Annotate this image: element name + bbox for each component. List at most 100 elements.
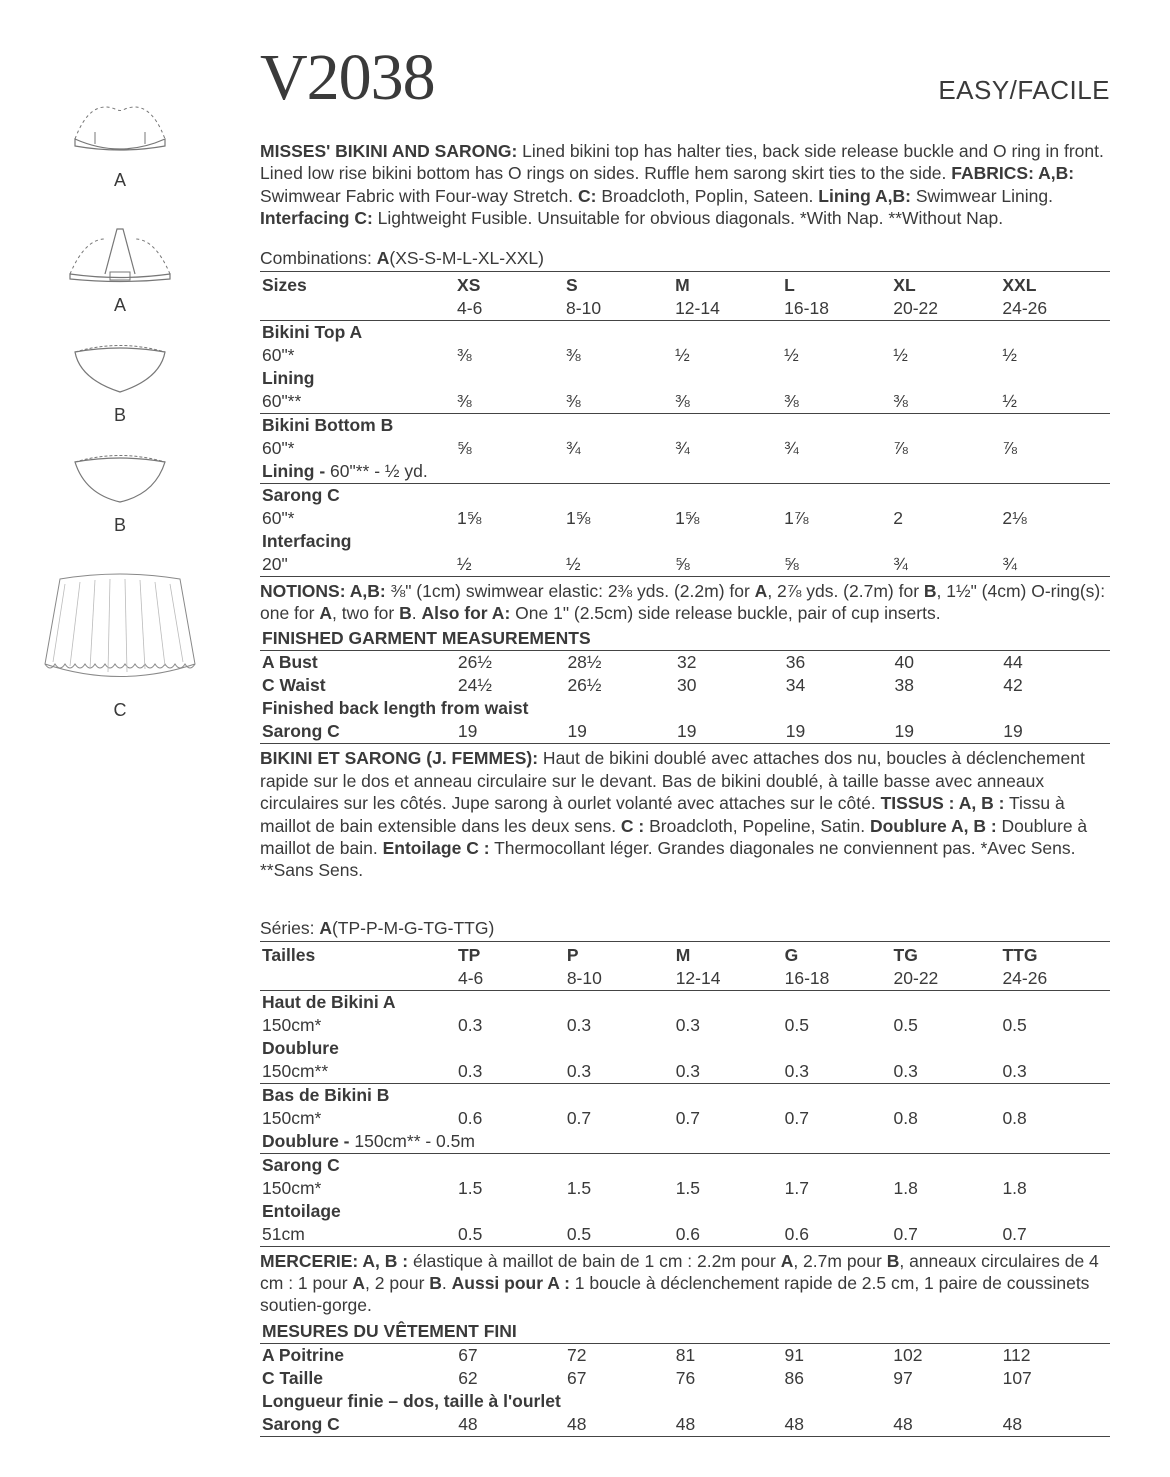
notions-en: NOTIONS: A,B: ⅜" (1cm) swimwear elastic:… (260, 580, 1110, 625)
cell: 0.8 (1000, 1107, 1110, 1130)
cell: Sarong C (260, 1413, 456, 1437)
section-tail: Doublure - 150cm** - 0.5m (260, 1130, 1110, 1154)
cell: 20" (260, 553, 455, 577)
cell: 86 (783, 1367, 892, 1390)
cell: 1⅞ (782, 507, 891, 530)
cell: ⅞ (1000, 437, 1110, 460)
cell: 1.7 (783, 1177, 892, 1200)
cell: ⅜ (782, 390, 891, 414)
cell: ⅞ (891, 437, 1000, 460)
sketch-label: B (30, 405, 210, 426)
cell: 62 (456, 1367, 565, 1390)
size-header: G (783, 944, 892, 967)
cell: 32 (675, 651, 784, 675)
cell: 0.5 (892, 1014, 1001, 1037)
cell: 48 (1001, 1413, 1110, 1437)
cell: 51cm (260, 1223, 456, 1247)
difficulty-label: EASY/FACILE (938, 75, 1110, 106)
cell: ½ (455, 553, 564, 577)
cell: ¾ (891, 553, 1000, 577)
cell: 1⅝ (455, 507, 564, 530)
cell: ¾ (564, 437, 673, 460)
size-header: TTG (1000, 944, 1110, 967)
cell: ½ (1000, 390, 1110, 414)
cell: 26½ (456, 651, 566, 675)
cell: 26½ (565, 674, 675, 697)
section-sub: Entoilage (260, 1200, 1110, 1223)
size-range (260, 967, 456, 991)
cell: ½ (891, 344, 1000, 367)
cell: 67 (456, 1343, 565, 1367)
cell: 0.3 (565, 1060, 674, 1084)
cell: 1⅝ (673, 507, 782, 530)
cell: 42 (1001, 674, 1110, 697)
yardage-table-fr: TaillesTPPMGTGTTG4-68-1012-1416-1820-222… (260, 944, 1110, 1247)
size-range: 24-26 (1000, 297, 1110, 321)
pattern-number: V2038 (260, 40, 435, 116)
size-header: XL (891, 274, 1000, 297)
cell: 0.3 (456, 1014, 565, 1037)
fgm-title: FINISHED GARMENT MEASUREMENTS (260, 627, 1110, 651)
sketch-label: A (30, 170, 210, 191)
cell: 72 (565, 1343, 674, 1367)
sketch-a-front (30, 84, 210, 164)
cell: 19 (784, 720, 893, 744)
cell: 0.3 (456, 1060, 565, 1084)
cell: ¾ (673, 437, 782, 460)
cell: 34 (784, 674, 893, 697)
cell: ⅝ (455, 437, 564, 460)
cell: C Taille (260, 1367, 456, 1390)
fgm-table-fr: MESURES DU VÊTEMENT FINIA Poitrine677281… (260, 1320, 1110, 1437)
cell: 150cm* (260, 1177, 456, 1200)
combinations-en: Combinations: A(XS-S-M-L-XL-XXL) (260, 248, 1110, 272)
size-range: 8-10 (564, 297, 673, 321)
cell: 0.7 (565, 1107, 674, 1130)
cell: 60"** (260, 390, 455, 414)
cell: 48 (565, 1413, 674, 1437)
cell: 60"* (260, 344, 455, 367)
cell: 19 (1001, 720, 1110, 744)
size-header: M (673, 274, 782, 297)
section-head: Bas de Bikini B (260, 1083, 1110, 1107)
size-range: 20-22 (892, 967, 1001, 991)
combinations-fr: Séries: A(TP-P-M-G-TG-TTG) (260, 918, 1110, 942)
cell: 30 (675, 674, 784, 697)
size-range: 16-18 (783, 967, 892, 991)
cell: 0.8 (892, 1107, 1001, 1130)
cell: 150cm** (260, 1060, 456, 1084)
size-header: XS (455, 274, 564, 297)
cell: ⅜ (455, 344, 564, 367)
size-range: 16-18 (782, 297, 891, 321)
cell: 48 (783, 1413, 892, 1437)
cell: 112 (1001, 1343, 1110, 1367)
cell: C Waist (260, 674, 456, 697)
cell: ⅜ (673, 390, 782, 414)
cell: 91 (783, 1343, 892, 1367)
sketch-c (30, 554, 210, 694)
cell: 76 (674, 1367, 783, 1390)
cell: 1.5 (674, 1177, 783, 1200)
size-range: 8-10 (565, 967, 674, 991)
description-en: MISSES' BIKINI AND SARONG: Lined bikini … (260, 140, 1110, 230)
cell: 150cm* (260, 1014, 456, 1037)
cell: 0.3 (674, 1060, 783, 1084)
cell: ½ (1000, 344, 1110, 367)
cell: 0.3 (1000, 1060, 1110, 1084)
section-head: Sarong C (260, 1153, 1110, 1177)
cell: 1.5 (565, 1177, 674, 1200)
cell: 97 (891, 1367, 1000, 1390)
cell: 107 (1001, 1367, 1110, 1390)
cell: 0.5 (783, 1014, 892, 1037)
cell: 28½ (565, 651, 675, 675)
size-range: 12-14 (673, 297, 782, 321)
fgm-mid: Finished back length from waist (260, 697, 1110, 720)
cell: 102 (891, 1343, 1000, 1367)
size-range: 20-22 (891, 297, 1000, 321)
cell: ¾ (782, 437, 891, 460)
section-head: Bikini Bottom B (260, 413, 1110, 437)
cell: ⅝ (782, 553, 891, 577)
cell: 1.5 (456, 1177, 565, 1200)
cell: 48 (891, 1413, 1000, 1437)
cell: 0.3 (783, 1060, 892, 1084)
size-header: P (565, 944, 674, 967)
